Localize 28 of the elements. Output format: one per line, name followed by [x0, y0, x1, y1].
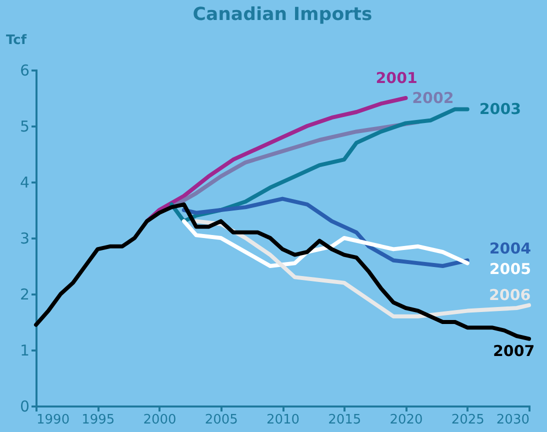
- series-label: 2003: [479, 100, 522, 118]
- line-series: [182, 196, 470, 268]
- x-tick-label: 2000: [143, 412, 176, 428]
- series-label: 2001: [376, 69, 418, 87]
- series-label: 2005: [489, 260, 532, 278]
- x-tick-label: 2025: [451, 412, 484, 428]
- series-label: 2002: [412, 89, 454, 108]
- line-series: [34, 202, 531, 341]
- series-label: 2004: [489, 239, 532, 258]
- x-tick-label: 2010: [266, 412, 300, 428]
- x-tick-label: 2020: [390, 412, 423, 428]
- x-tick-label: 2015: [328, 412, 362, 428]
- x-tick-label: 2005: [204, 412, 238, 428]
- series-label: 2007: [493, 342, 535, 360]
- line-series: [182, 219, 470, 268]
- y-axis-title: Tcf: [6, 33, 27, 48]
- y-tick-label: 3: [20, 230, 30, 248]
- y-tick-label: 2: [20, 286, 30, 304]
- y-tick-label: 1: [20, 342, 30, 360]
- y-tick-label: 6: [20, 62, 30, 80]
- series-label: 2006: [489, 286, 531, 304]
- y-tick-label: 4: [20, 174, 30, 192]
- y-tick-label: 5: [20, 118, 30, 136]
- x-tick-label: 1995: [82, 412, 115, 428]
- chart-title: Canadian Imports: [192, 4, 372, 25]
- x-tick-label: 2030: [496, 412, 530, 428]
- x-tick-label: 1990: [36, 412, 70, 428]
- y-tick-label: 0: [20, 398, 30, 416]
